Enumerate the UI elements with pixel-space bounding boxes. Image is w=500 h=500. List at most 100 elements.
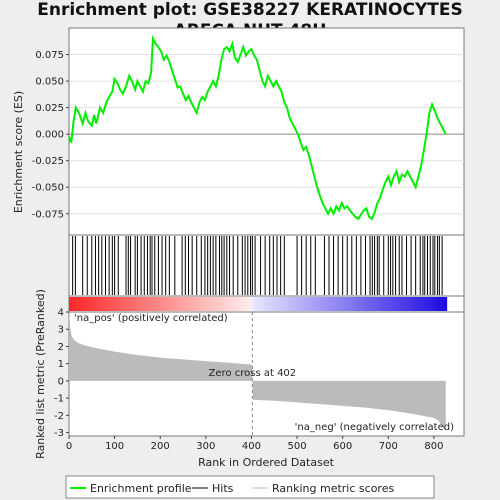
heatmap-cell — [224, 297, 229, 311]
heatmap-cell — [197, 297, 201, 311]
heatmap-cell — [372, 297, 377, 311]
heatmap-cell — [383, 297, 387, 311]
heatmap-cell — [175, 297, 179, 311]
heatmap-cell — [192, 297, 196, 311]
es-ytick-label: 0.075 — [35, 50, 64, 61]
heatmap-cell — [90, 297, 95, 311]
heatmap-cell — [186, 297, 190, 311]
zero-cross-label: Zero cross at 402 — [209, 368, 297, 379]
heatmap-cell — [126, 297, 130, 311]
heatmap-cell — [96, 297, 100, 311]
heatmap-cell — [378, 297, 382, 311]
heatmap-cell — [230, 297, 234, 311]
heatmap-cell — [301, 297, 305, 311]
heatmap-cell — [320, 297, 325, 311]
heatmap-cell — [441, 297, 445, 311]
heatmap-cell — [309, 297, 314, 311]
heatmap-cell — [219, 297, 223, 311]
negative-correlated-label: 'na_neg' (negatively correlated) — [295, 422, 454, 433]
xtick-label: 600 — [333, 441, 352, 452]
heatmap-cell — [331, 297, 335, 311]
heatmap-cell — [307, 297, 311, 311]
heatmap-cell — [367, 297, 371, 311]
heatmap-cell — [312, 297, 316, 311]
heatmap-cell — [276, 297, 281, 311]
heatmap-cell — [129, 297, 133, 311]
metric-ytick-label: 2 — [58, 342, 64, 353]
heatmap-cell — [397, 297, 401, 311]
heatmap-cell — [268, 297, 273, 311]
heatmap-cell — [142, 297, 147, 311]
heatmap-cell — [290, 297, 294, 311]
heatmap-cell — [375, 297, 379, 311]
x-axis-label: Rank in Ordered Dataset — [198, 456, 335, 469]
heatmap-cell — [249, 297, 253, 311]
heatmap-cell — [151, 297, 155, 311]
heatmap-cell — [359, 297, 363, 311]
ranking-metric-area — [69, 312, 446, 431]
heatmap-cell — [391, 297, 396, 311]
xtick-label: 800 — [424, 441, 443, 452]
xtick-label: 300 — [196, 441, 215, 452]
heatmap-cell — [181, 297, 185, 311]
heatmap-cell — [167, 297, 171, 311]
heatmap-cell — [88, 297, 92, 311]
heatmap-cell — [214, 297, 218, 311]
heatmap-cell — [110, 297, 114, 311]
heatmap-cell — [271, 297, 275, 311]
heatmap-cell — [145, 297, 149, 311]
heatmap-cell — [164, 297, 169, 311]
heatmap-cell — [99, 297, 103, 311]
heatmap-cell — [380, 297, 385, 311]
heatmap-cell — [285, 297, 289, 311]
heatmap-cell — [356, 297, 360, 311]
heatmap-cell — [140, 297, 144, 311]
heatmap-cell — [241, 297, 245, 311]
es-panel — [68, 27, 465, 236]
heatmap-cell — [255, 297, 259, 311]
heatmap-cell — [156, 297, 160, 311]
heatmap-cell — [318, 297, 322, 311]
heatmap-cell — [118, 297, 122, 311]
xtick-label: 0 — [66, 441, 72, 452]
heatmap-cell — [266, 297, 270, 311]
es-ytick-label: -0.025 — [32, 156, 64, 167]
heatmap-cell — [328, 297, 333, 311]
heatmap-cell — [107, 297, 111, 311]
enrichment-profile-line — [68, 34, 447, 221]
heatmap-cell — [370, 297, 374, 311]
metric-ytick-label: -2 — [54, 411, 64, 422]
heatmap-cell — [279, 297, 283, 311]
xtick-label: 500 — [288, 441, 307, 452]
heatmap-cell — [389, 297, 393, 311]
heatmap-cell — [112, 297, 117, 311]
es-ytick-label: -0.050 — [32, 183, 64, 194]
heatmap-cell — [345, 297, 349, 311]
heatmap-cell — [443, 297, 448, 311]
heatmap-cell — [350, 297, 355, 311]
es-ytick-label: 0.025 — [35, 103, 64, 114]
heatmap-cell — [120, 297, 125, 311]
xtick-label: 100 — [105, 441, 124, 452]
heatmap-cell — [170, 297, 174, 311]
heatmap-cell — [298, 297, 303, 311]
heatmap-cell — [405, 297, 409, 311]
heatmap-cell — [326, 297, 330, 311]
heatmap-cell — [77, 297, 81, 311]
xtick-label: 400 — [242, 441, 261, 452]
heatmap-cell — [411, 297, 415, 311]
heatmap-cell — [222, 297, 226, 311]
heatmap-cell — [402, 297, 407, 311]
metric-ytick-label: 0 — [58, 376, 64, 387]
heatmap-cell — [408, 297, 412, 311]
heatmap-cell — [337, 297, 341, 311]
heatmap-cell — [348, 297, 352, 311]
legend-label: Enrichment profile — [90, 482, 192, 495]
heatmap-cell — [205, 297, 210, 311]
heatmap-cell — [148, 297, 152, 311]
heatmap-cell — [172, 297, 177, 311]
heatmap-cell — [293, 297, 297, 311]
heatmap-cell — [432, 297, 437, 311]
heatmap-cell — [134, 297, 138, 311]
